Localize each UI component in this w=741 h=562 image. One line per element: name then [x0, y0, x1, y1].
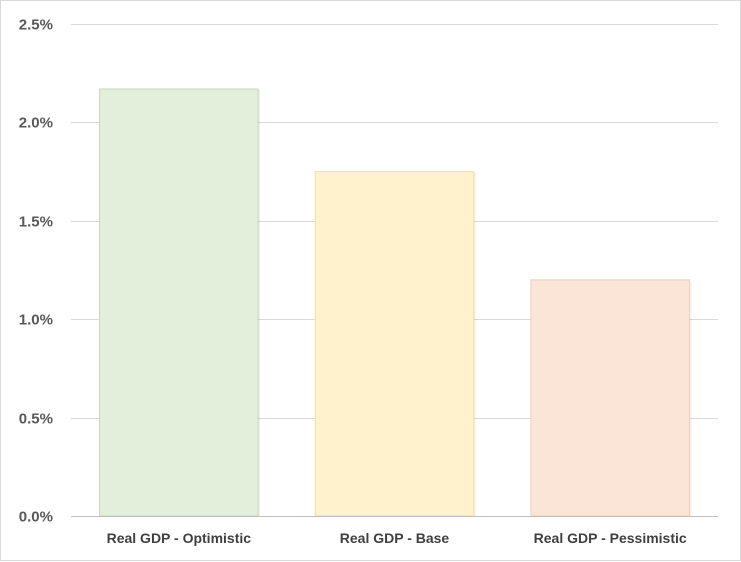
- bar: [530, 279, 690, 517]
- x-category-label: Real GDP - Optimistic: [107, 530, 252, 546]
- y-tick-label: 2.0%: [19, 115, 53, 132]
- y-tick-label: 0.5%: [19, 411, 53, 428]
- y-tick-label: 0.0%: [19, 509, 53, 526]
- tick-labels: 0.0% 0.5% 1.0% 1.5% 2.0% 2.5% Real GDP - Optim…: [19, 17, 687, 547]
- y-tick-label: 2.5%: [19, 17, 53, 34]
- bar: [314, 171, 475, 517]
- bar: [99, 88, 259, 517]
- bars: [99, 88, 692, 517]
- y-tick-label: 1.5%: [19, 214, 53, 231]
- x-category-label: Real GDP - Base: [340, 530, 450, 546]
- x-category-label: Real GDP - Pessimistic: [534, 530, 687, 546]
- y-tick-label: 1.0%: [19, 312, 53, 329]
